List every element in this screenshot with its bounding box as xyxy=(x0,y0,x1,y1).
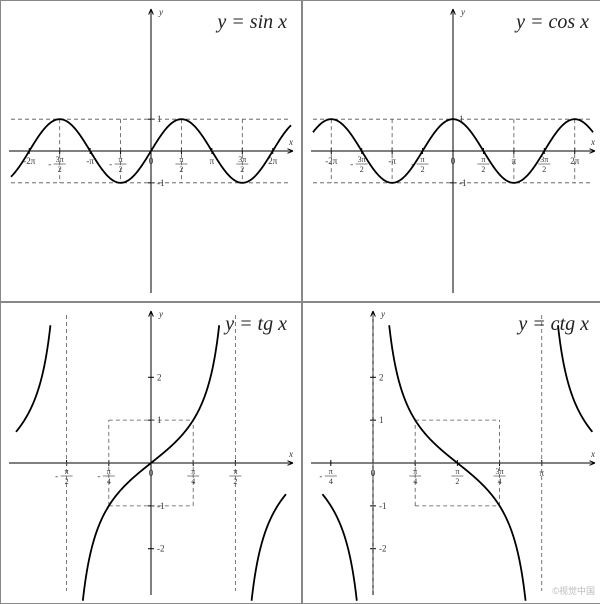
plot-sin: xy-2π3π2--ππ2-0π2π3π22π-11 xyxy=(1,1,301,301)
svg-text:-: - xyxy=(48,159,51,169)
panel-tg: y = tg x xyπ2-π4-0π4π2-2-112 xyxy=(0,302,302,604)
svg-text:y: y xyxy=(380,309,385,319)
svg-text:-: - xyxy=(97,471,100,481)
svg-text:4: 4 xyxy=(329,477,333,486)
panel-cos: y = cos x xy-2π3π2--ππ2-0π2π3π22π-11 xyxy=(302,0,600,302)
svg-text:x: x xyxy=(590,449,595,459)
panel-sin: y = sin x xy-2π3π2--ππ2-0π2π3π22π-11 xyxy=(0,0,302,302)
svg-text:-: - xyxy=(350,159,353,169)
plot-tg: xyπ2-π4-0π4π2-2-112 xyxy=(1,303,301,603)
svg-text:-2: -2 xyxy=(379,544,387,554)
svg-text:2: 2 xyxy=(542,165,546,174)
svg-text:π: π xyxy=(329,467,333,476)
svg-text:-: - xyxy=(55,471,58,481)
svg-text:y: y xyxy=(158,309,163,319)
svg-text:2: 2 xyxy=(360,165,364,174)
svg-text:-2: -2 xyxy=(157,544,165,554)
svg-text:-1: -1 xyxy=(379,501,387,511)
svg-text:1: 1 xyxy=(379,415,384,425)
svg-text:2: 2 xyxy=(481,165,485,174)
svg-text:y: y xyxy=(460,7,465,17)
title-tg: y = tg x xyxy=(225,313,287,336)
svg-text:π: π xyxy=(421,155,425,164)
svg-text:-: - xyxy=(319,471,322,481)
svg-text:y: y xyxy=(158,7,163,17)
svg-text:x: x xyxy=(590,137,595,147)
svg-text:π: π xyxy=(455,467,459,476)
title-ctg: y = ctg x xyxy=(518,313,589,336)
svg-text:0: 0 xyxy=(451,156,456,166)
svg-text:2: 2 xyxy=(379,372,384,382)
svg-text:π: π xyxy=(210,156,215,166)
svg-text:0: 0 xyxy=(149,156,154,166)
plot-cos: xy-2π3π2--ππ2-0π2π3π22π-11 xyxy=(303,1,600,301)
title-cos: y = cos x xyxy=(516,11,589,34)
svg-text:π: π xyxy=(481,155,485,164)
plot-ctg: xyπ4-0π4π23π4π-2-112 xyxy=(303,303,600,603)
panel-ctg: y = ctg x xyπ4-0π4π23π4π-2-112 ©视觉中国 xyxy=(302,302,600,604)
svg-text:-: - xyxy=(109,159,112,169)
svg-text:x: x xyxy=(288,449,293,459)
svg-text:2: 2 xyxy=(455,477,459,486)
svg-text:x: x xyxy=(288,137,293,147)
chart-grid: y = sin x xy-2π3π2--ππ2-0π2π3π22π-11 y =… xyxy=(0,0,600,600)
title-sin: y = sin x xyxy=(217,11,287,34)
watermark: ©视觉中国 xyxy=(552,584,595,597)
svg-text:2: 2 xyxy=(157,372,162,382)
svg-text:2: 2 xyxy=(421,165,425,174)
svg-text:0: 0 xyxy=(149,468,154,478)
